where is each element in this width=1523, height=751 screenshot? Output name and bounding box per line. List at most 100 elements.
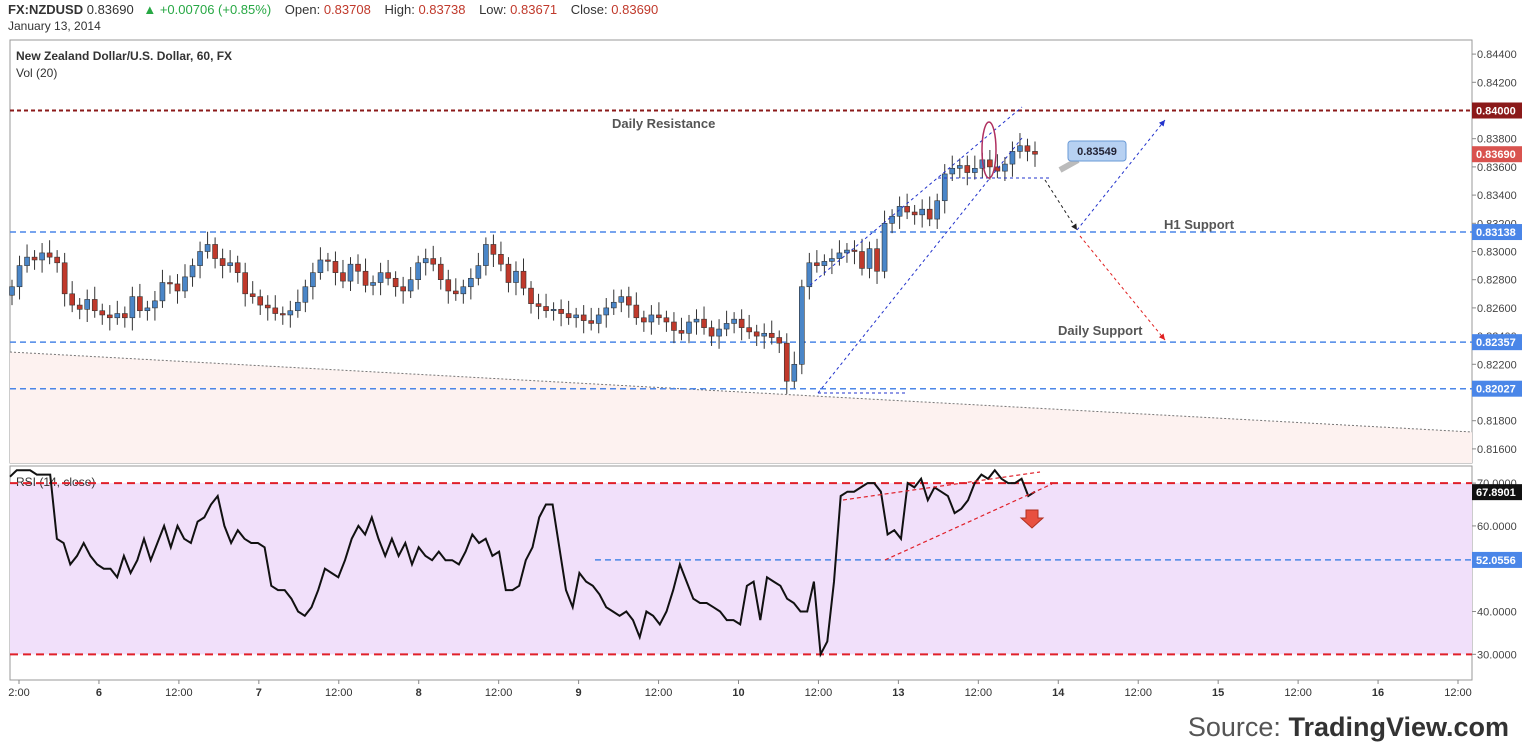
candle-body — [588, 320, 594, 324]
candle-body — [889, 215, 895, 224]
candle-body — [310, 272, 316, 288]
candle — [407, 267, 414, 299]
candle-body — [61, 262, 68, 295]
time-tick-label: 12:00 — [1124, 687, 1152, 699]
candle — [648, 305, 655, 335]
candle-body — [182, 276, 188, 292]
close-value: 0.83690 — [611, 2, 659, 17]
candle — [362, 258, 369, 293]
candle-body — [603, 307, 610, 316]
candle — [114, 300, 121, 325]
price-tick-label: 0.84200 — [1477, 77, 1517, 89]
time-tick-label: 2:00 — [8, 687, 29, 699]
candle — [1009, 141, 1016, 177]
source-credit: Source: TradingView.com — [1188, 712, 1509, 743]
candle-body — [355, 263, 361, 272]
time-tick-label: 9 — [576, 687, 582, 699]
volume-title: Vol (20) — [16, 66, 57, 80]
price-tick-label: 0.82800 — [1477, 275, 1517, 287]
candle-body — [460, 286, 467, 295]
candle — [972, 155, 978, 180]
candle — [738, 309, 745, 341]
candle-body — [483, 244, 489, 266]
candle — [528, 281, 534, 314]
price-tick-label: 0.81600 — [1477, 444, 1517, 456]
candle — [949, 155, 956, 181]
candle — [618, 289, 625, 313]
time-tick-label: 12:00 — [165, 687, 193, 699]
rsi-line — [9, 468, 1036, 658]
price-tick-label: 0.83400 — [1477, 190, 1517, 202]
candle — [24, 244, 30, 273]
candle — [264, 295, 271, 321]
candle-body — [1002, 163, 1008, 172]
candle-body — [768, 332, 775, 338]
candle — [152, 290, 158, 321]
callout-label: 0.83549 — [1077, 146, 1117, 158]
candle — [851, 240, 858, 265]
candle — [137, 283, 143, 318]
rsi-tick-label: 30.0000 — [1477, 649, 1517, 661]
lower-shaded-area — [10, 352, 1472, 463]
candle — [355, 254, 361, 284]
candle — [182, 264, 188, 299]
candle — [46, 240, 53, 265]
candle-body — [934, 200, 941, 220]
candle-body — [189, 265, 196, 278]
candle-body — [122, 313, 128, 319]
candle — [189, 258, 196, 287]
candle-body — [422, 258, 429, 264]
candle-body — [234, 262, 241, 273]
candle — [708, 320, 715, 346]
candle-body — [543, 306, 549, 312]
candle-body — [69, 293, 75, 306]
candle-body — [911, 211, 918, 216]
last-price-tag-label: 0.83690 — [1476, 149, 1516, 161]
time-tick-label: 7 — [256, 687, 262, 699]
candle — [122, 306, 128, 328]
candle-body — [347, 263, 354, 282]
candle — [814, 250, 820, 273]
candle-body — [257, 296, 264, 306]
candle-body — [987, 159, 993, 168]
candle-body — [701, 318, 707, 328]
candle-body — [264, 304, 271, 309]
last-price: 0.83690 — [86, 2, 134, 17]
rsi-divergence-upper — [842, 471, 1041, 501]
chart-date: January 13, 2014 — [8, 19, 101, 33]
candle — [603, 298, 610, 328]
candle — [821, 254, 828, 276]
candle-body — [881, 223, 888, 272]
candle — [535, 293, 542, 320]
time-tick-label: 10 — [732, 687, 744, 699]
price-tick-label: 0.83800 — [1477, 134, 1517, 146]
candle-body — [302, 286, 309, 303]
candle — [663, 310, 670, 332]
candle — [295, 289, 301, 318]
candle — [671, 312, 677, 344]
projection-down-to-support — [1044, 179, 1078, 231]
candle — [385, 259, 391, 286]
candle-body — [761, 332, 768, 337]
candle — [197, 241, 203, 279]
rsi-divergence-lower — [884, 483, 1053, 561]
candle — [272, 295, 279, 321]
candle — [874, 238, 880, 284]
candle — [829, 248, 835, 275]
candle-body — [663, 317, 670, 323]
candle — [347, 257, 354, 291]
source-brand: TradingView.com — [1288, 712, 1509, 742]
time-tick-label: 16 — [1372, 687, 1384, 699]
candle — [445, 269, 452, 304]
time-tick-label: 12:00 — [965, 687, 993, 699]
candle-body — [54, 256, 60, 264]
candle-body — [212, 244, 218, 259]
candle-body — [159, 282, 166, 302]
candle-body — [671, 321, 677, 331]
candle — [934, 193, 941, 229]
candle-body — [716, 328, 722, 337]
candle — [91, 286, 98, 318]
candle-body — [723, 323, 730, 330]
candle — [430, 245, 437, 272]
